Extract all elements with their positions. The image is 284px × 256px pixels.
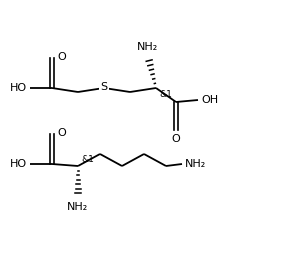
- Text: HO: HO: [10, 159, 27, 169]
- Text: NH₂: NH₂: [67, 202, 89, 212]
- Text: HO: HO: [10, 83, 27, 93]
- Text: &1: &1: [81, 155, 94, 164]
- Text: NH₂: NH₂: [185, 159, 206, 169]
- Text: O: O: [57, 128, 66, 138]
- Text: S: S: [101, 82, 108, 92]
- Text: &1: &1: [159, 90, 172, 99]
- Text: O: O: [172, 134, 180, 144]
- Text: O: O: [57, 52, 66, 62]
- Text: OH: OH: [201, 95, 218, 105]
- Text: NH₂: NH₂: [137, 42, 159, 52]
